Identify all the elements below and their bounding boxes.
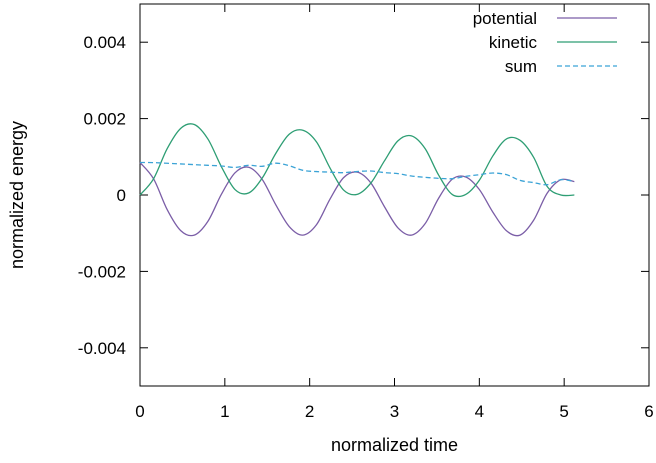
y-tick-label: 0.002 bbox=[83, 110, 126, 129]
x-tick-label: 4 bbox=[475, 402, 484, 421]
series-line-potential bbox=[139, 162, 575, 237]
y-tick-labels: -0.004 -0.002 0 0.002 0.004 bbox=[78, 33, 126, 358]
y-axis-label: normalized energy bbox=[7, 121, 27, 269]
x-tick-label: 3 bbox=[390, 402, 399, 421]
x-tick-label: 6 bbox=[644, 402, 653, 421]
legend: potential kinetic sum bbox=[473, 9, 617, 76]
x-axis-label: normalized time bbox=[331, 435, 458, 455]
series-line-kinetic bbox=[139, 123, 575, 198]
axis-ticks bbox=[139, 4, 650, 386]
x-tick-label: 1 bbox=[220, 402, 229, 421]
y-tick-label: -0.004 bbox=[78, 339, 126, 358]
series-layer bbox=[139, 123, 575, 237]
x-tick-label: 2 bbox=[305, 402, 314, 421]
series-line-sum bbox=[139, 161, 575, 186]
legend-label-sum: sum bbox=[505, 57, 537, 76]
y-tick-label: 0.004 bbox=[83, 33, 126, 52]
x-tick-labels: 0 1 2 3 4 5 6 bbox=[135, 402, 653, 421]
x-tick-label: 5 bbox=[559, 402, 568, 421]
legend-label-kinetic: kinetic bbox=[489, 33, 538, 52]
legend-label-potential: potential bbox=[473, 9, 537, 28]
x-tick-label: 0 bbox=[135, 402, 144, 421]
y-tick-label: -0.002 bbox=[78, 262, 126, 281]
y-tick-label: 0 bbox=[117, 186, 126, 205]
